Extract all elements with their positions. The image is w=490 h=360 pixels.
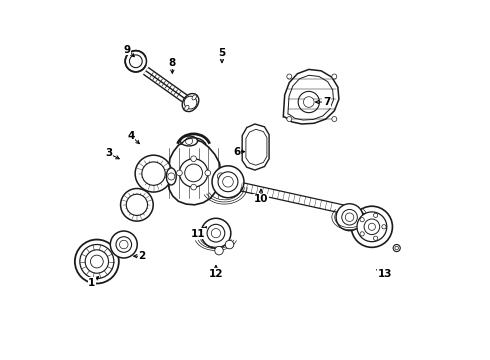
Polygon shape xyxy=(242,124,269,170)
Text: 2: 2 xyxy=(139,251,146,261)
Text: 13: 13 xyxy=(378,269,392,279)
Circle shape xyxy=(332,74,337,79)
Circle shape xyxy=(298,91,319,113)
Circle shape xyxy=(287,74,292,79)
Circle shape xyxy=(179,159,208,187)
Polygon shape xyxy=(283,69,339,124)
Text: 11: 11 xyxy=(191,229,205,239)
Circle shape xyxy=(360,232,364,236)
Polygon shape xyxy=(361,213,370,221)
Circle shape xyxy=(168,173,175,180)
Ellipse shape xyxy=(216,168,226,185)
Circle shape xyxy=(91,255,103,268)
Circle shape xyxy=(351,206,392,247)
Circle shape xyxy=(225,240,234,249)
Circle shape xyxy=(212,166,244,198)
Circle shape xyxy=(287,117,292,122)
Circle shape xyxy=(357,212,387,242)
Circle shape xyxy=(110,231,137,258)
Circle shape xyxy=(215,246,223,255)
Circle shape xyxy=(185,138,193,145)
Text: 12: 12 xyxy=(209,269,223,279)
Ellipse shape xyxy=(182,94,199,112)
Text: 6: 6 xyxy=(234,147,241,157)
Text: 1: 1 xyxy=(88,278,96,288)
Ellipse shape xyxy=(192,95,196,100)
Circle shape xyxy=(218,172,238,192)
Polygon shape xyxy=(229,180,343,213)
Text: 5: 5 xyxy=(219,48,225,58)
Circle shape xyxy=(135,155,172,192)
Circle shape xyxy=(395,246,398,250)
Circle shape xyxy=(80,244,114,279)
Circle shape xyxy=(336,204,363,231)
Circle shape xyxy=(191,184,196,190)
Text: 4: 4 xyxy=(127,131,135,141)
Circle shape xyxy=(142,162,165,185)
Polygon shape xyxy=(246,129,267,165)
Circle shape xyxy=(184,96,197,109)
Circle shape xyxy=(373,236,378,240)
Text: 10: 10 xyxy=(254,194,268,204)
Text: 3: 3 xyxy=(105,148,112,158)
Ellipse shape xyxy=(185,105,189,110)
Circle shape xyxy=(126,194,147,215)
Circle shape xyxy=(222,176,233,187)
Polygon shape xyxy=(168,139,221,205)
Circle shape xyxy=(342,210,357,225)
Circle shape xyxy=(205,170,211,176)
Polygon shape xyxy=(156,169,169,179)
Circle shape xyxy=(75,239,119,283)
Circle shape xyxy=(120,240,128,249)
Circle shape xyxy=(116,237,132,252)
Ellipse shape xyxy=(166,168,176,185)
Circle shape xyxy=(218,173,224,180)
Circle shape xyxy=(368,223,375,230)
Circle shape xyxy=(125,51,147,72)
Circle shape xyxy=(176,170,182,176)
Circle shape xyxy=(345,213,354,221)
Text: 8: 8 xyxy=(169,58,176,68)
Circle shape xyxy=(332,117,337,122)
Circle shape xyxy=(191,156,196,162)
Circle shape xyxy=(393,244,400,252)
Circle shape xyxy=(373,213,378,217)
Circle shape xyxy=(382,225,386,229)
Circle shape xyxy=(207,224,225,242)
Circle shape xyxy=(85,250,109,273)
Ellipse shape xyxy=(180,136,197,146)
Text: 7: 7 xyxy=(323,97,330,107)
Circle shape xyxy=(185,164,202,182)
Circle shape xyxy=(201,218,231,248)
Circle shape xyxy=(364,219,380,235)
Circle shape xyxy=(303,97,314,107)
Circle shape xyxy=(360,217,364,222)
Text: 9: 9 xyxy=(124,45,131,55)
Circle shape xyxy=(129,55,142,68)
Polygon shape xyxy=(288,75,334,120)
Circle shape xyxy=(121,189,153,221)
Circle shape xyxy=(211,229,220,238)
